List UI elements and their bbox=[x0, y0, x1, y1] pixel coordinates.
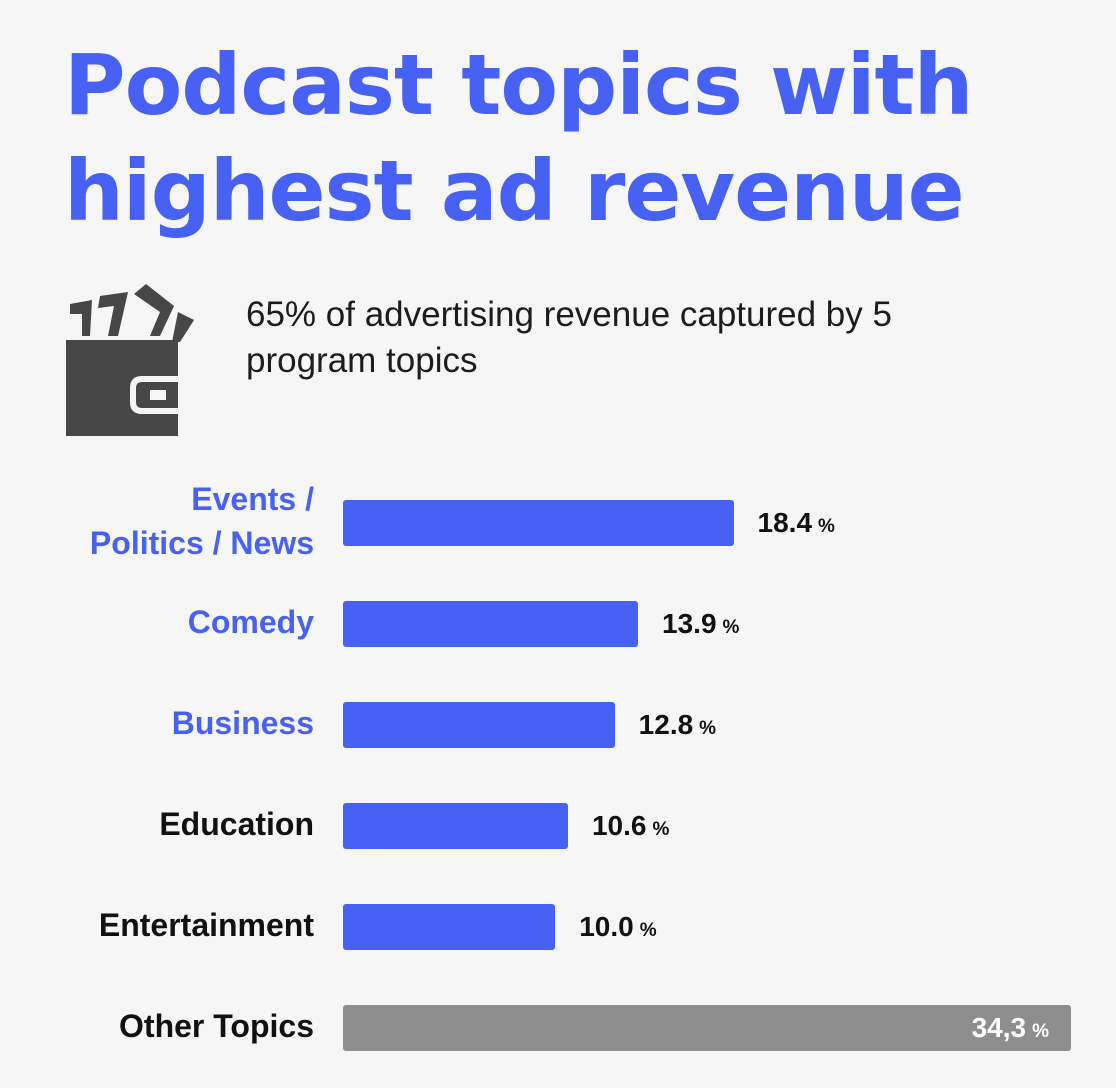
bar bbox=[343, 500, 734, 546]
category-label-line: Other Topics bbox=[119, 1008, 314, 1044]
subtitle-line-1: 65% of advertising revenue captured by 5 bbox=[246, 295, 892, 334]
value-unit: % bbox=[699, 718, 717, 739]
value-number: 18.4 bbox=[757, 507, 813, 538]
bar bbox=[343, 803, 568, 849]
bar bbox=[343, 702, 615, 748]
bar bbox=[343, 1005, 1071, 1051]
category-label-line: Education bbox=[159, 806, 314, 842]
category-label: Business bbox=[172, 701, 314, 745]
value-number: 12.8 bbox=[638, 709, 694, 740]
page-title: Podcast topics with highest ad revenue bbox=[64, 32, 1074, 244]
value-label: 13.9% bbox=[662, 601, 739, 651]
category-label: Entertainment bbox=[99, 903, 314, 947]
category-label-line: Comedy bbox=[187, 604, 314, 640]
value-unit: % bbox=[639, 920, 657, 941]
value-unit: % bbox=[818, 516, 835, 537]
category-label: Events / Politics / News bbox=[90, 477, 314, 565]
category-label: Other Topics bbox=[119, 1004, 314, 1048]
category-label: Comedy bbox=[188, 600, 314, 644]
category-label-line: Business bbox=[171, 705, 314, 741]
category-label-line: Entertainment bbox=[98, 907, 314, 943]
value-unit: % bbox=[1032, 1021, 1049, 1042]
category-label-line: Events / bbox=[191, 481, 314, 517]
value-label: 18.4% bbox=[758, 500, 835, 550]
subtitle: 65% of advertising revenue captured by 5… bbox=[246, 292, 1006, 384]
value-label: 10.0% bbox=[579, 904, 656, 954]
category-label-line: Politics / News bbox=[89, 525, 314, 561]
revenue-bar-chart: Events / Politics / News 18.4% Comedy 13.9% B… bbox=[0, 470, 1116, 1070]
category-label: Education bbox=[159, 802, 314, 846]
title-line-2: highest ad revenue bbox=[64, 142, 965, 240]
value-number: 13.9 bbox=[662, 608, 717, 639]
value-unit: % bbox=[652, 819, 670, 840]
bar bbox=[343, 601, 639, 647]
value-label: 34,3% bbox=[972, 1005, 1049, 1055]
title-line-1: Podcast topics with bbox=[64, 36, 973, 134]
bar bbox=[343, 904, 556, 950]
value-number: 10.0 bbox=[579, 911, 634, 942]
value-label: 12.8% bbox=[639, 702, 716, 752]
value-unit: % bbox=[722, 617, 740, 638]
wallet-icon bbox=[66, 284, 194, 436]
value-number: 34,3 bbox=[971, 1012, 1027, 1043]
value-label: 10.6% bbox=[592, 803, 669, 853]
value-number: 10.6 bbox=[591, 810, 647, 841]
subtitle-line-2: program topics bbox=[246, 341, 478, 380]
